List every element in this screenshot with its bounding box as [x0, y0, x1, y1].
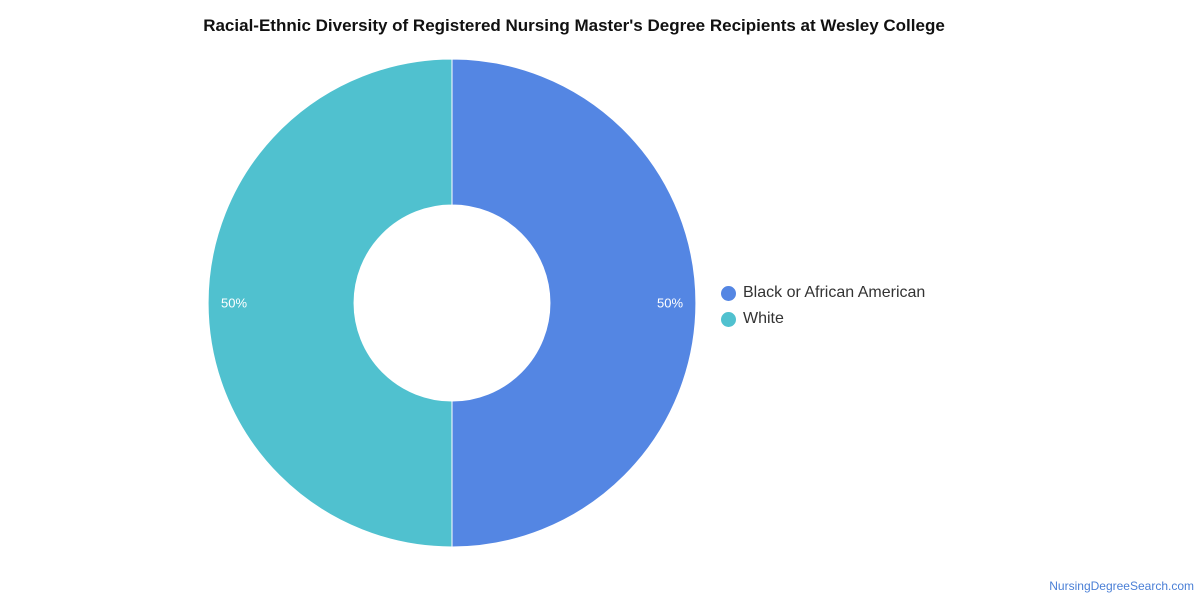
watermark: NursingDegreeSearch.com — [1049, 579, 1194, 593]
legend-label: Black or African American — [743, 284, 926, 301]
legend-swatch — [721, 311, 736, 327]
legend-label: White — [743, 310, 784, 327]
chart-title: Racial-Ethnic Diversity of Registered Nu… — [203, 16, 945, 35]
legend-swatch — [721, 285, 736, 301]
slice-label-white: 50% — [221, 296, 247, 311]
legend-item-white[interactable]: White — [721, 306, 925, 332]
slice-labels: 50% 50% — [221, 296, 683, 311]
slice-white[interactable] — [207, 58, 453, 548]
slice-black-or-african-american[interactable] — [451, 58, 697, 548]
slice-label-black-or-african-american: 50% — [657, 296, 683, 311]
legend-item-black-or-african-american[interactable]: Black or African American — [721, 280, 925, 306]
legend: Black or African American White — [721, 280, 925, 332]
donut-slices — [207, 58, 697, 548]
